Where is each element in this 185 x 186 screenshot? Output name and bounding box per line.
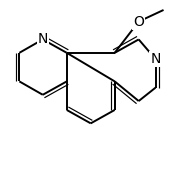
Text: N: N [150, 52, 161, 66]
Text: N: N [38, 32, 48, 46]
Text: O: O [133, 15, 144, 29]
